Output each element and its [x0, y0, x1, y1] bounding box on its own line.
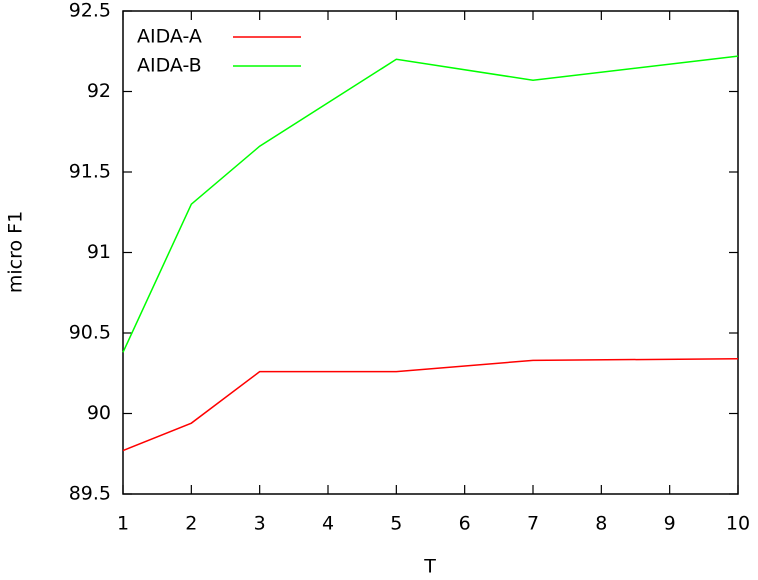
line-series — [122, 55, 739, 353]
x-tick-label: 10 — [726, 513, 750, 535]
y-axis-label: micro F1 — [5, 211, 27, 293]
x-tick-label: 4 — [322, 513, 334, 535]
y-tick-label: 91.5 — [69, 161, 111, 183]
y-tick-label: 92.5 — [69, 0, 111, 22]
x-tick-label: 8 — [595, 513, 607, 535]
x-tick-label: 3 — [254, 513, 266, 535]
x-tick-label: 9 — [664, 513, 676, 535]
x-tick-label: 7 — [527, 513, 539, 535]
y-tick-label: 90.5 — [69, 322, 111, 344]
y-tick-label: 92 — [87, 80, 111, 102]
x-axis-label: T — [423, 556, 436, 578]
line-series — [122, 358, 739, 452]
x-tick-label: 2 — [185, 513, 197, 535]
legend-label: AIDA-B — [137, 55, 202, 77]
x-tick-label: 6 — [459, 513, 471, 535]
x-tick-label: 1 — [117, 513, 129, 535]
y-tick-label: 90 — [87, 402, 111, 424]
y-tick-label: 91 — [87, 241, 111, 263]
y-tick-label: 89.5 — [69, 483, 111, 505]
x-tick-label: 5 — [390, 513, 402, 535]
legend-label: AIDA-A — [137, 26, 202, 48]
plot-frame — [122, 10, 739, 495]
